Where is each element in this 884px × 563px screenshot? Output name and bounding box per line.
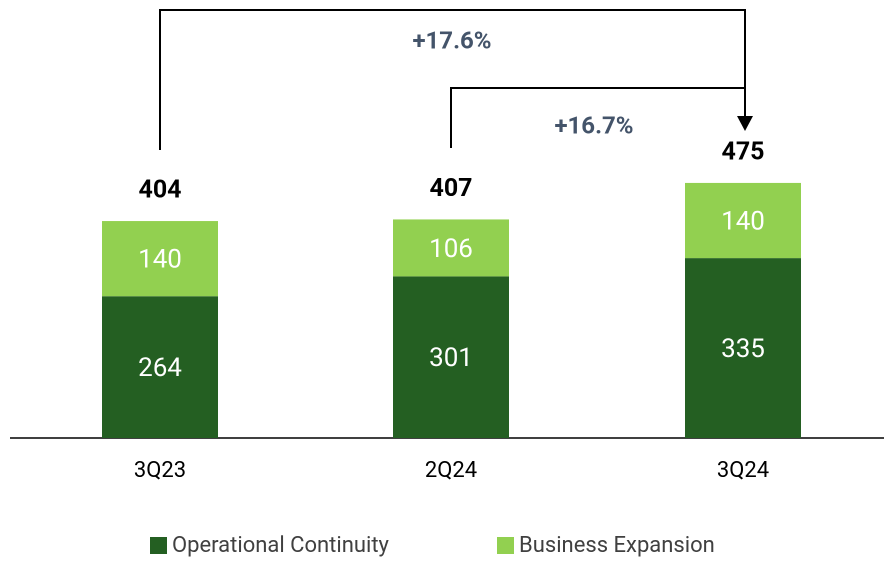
- legend-label: Business Expansion: [519, 533, 715, 558]
- total-label: 404: [138, 176, 181, 205]
- bar-segment: [685, 258, 801, 438]
- total-label: 407: [429, 174, 472, 203]
- bar-segment: [102, 296, 218, 438]
- segment-label: 140: [138, 245, 182, 275]
- segment-label: 140: [721, 206, 765, 236]
- x-tick-label: 3Q24: [717, 458, 769, 483]
- growth-brackets: [159, 9, 746, 150]
- segment-label: 264: [138, 353, 182, 383]
- annotation: +16.7%: [554, 111, 633, 139]
- x-tick-label: 3Q23: [134, 458, 186, 483]
- bracket-long: [159, 9, 746, 150]
- bar-segment: [393, 276, 509, 438]
- arrow-head: [737, 116, 753, 131]
- bracket-short: [450, 87, 745, 148]
- annotation: +17.6%: [412, 26, 491, 54]
- legend-swatch: [497, 537, 514, 554]
- bar-segment: [685, 182, 801, 259]
- x-tick-label: 2Q24: [425, 458, 477, 483]
- segment-label: 106: [429, 234, 473, 264]
- segment-label: 335: [721, 334, 765, 364]
- legend-label: Operational Continuity: [172, 533, 390, 558]
- bar-segment: [393, 219, 509, 277]
- bar-segment: [102, 221, 218, 297]
- total-label: 475: [721, 138, 764, 167]
- legend-swatch: [150, 537, 167, 554]
- segment-label: 301: [429, 343, 473, 373]
